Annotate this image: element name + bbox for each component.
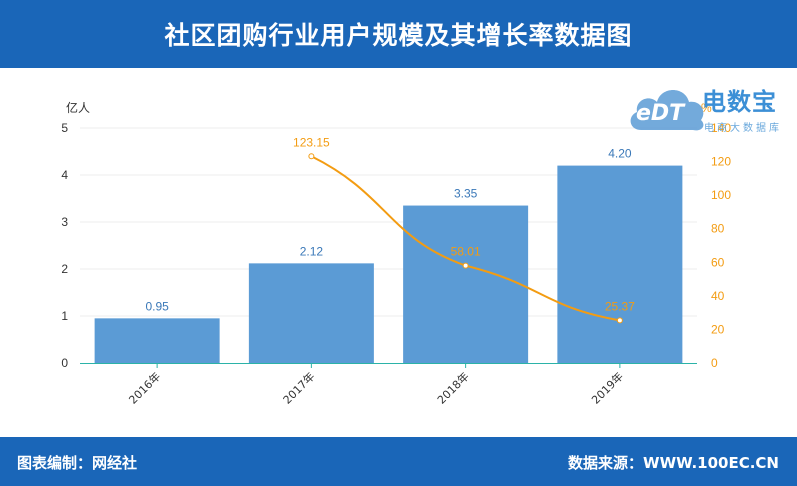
footer-source: 数据来源：WWW.100EC.CN [568,454,779,472]
footer-credit: 图表编制：网经社 [17,454,138,472]
line-point [308,153,315,160]
y-right-tick-label: 40 [711,289,725,303]
y-right-tick-label: 120 [711,155,731,169]
bar [403,205,529,363]
header-banner: 社区团购行业用户规模及其增长率数据图 [0,0,797,68]
footer-banner: 图表编制：网经社 数据来源：WWW.100EC.CN [0,437,797,486]
y-tick-label: 3 [61,215,68,229]
bar [248,263,374,363]
growth-line-series [308,153,623,324]
y-right-tick-label: 0 [711,356,718,370]
chart-title: 社区团购行业用户规模及其增长率数据图 [164,21,633,50]
x-tick-label: 2019年 [589,369,626,406]
y-tick-label: 4 [61,168,68,182]
y-right-axis-title: % [701,101,712,115]
x-tick-label: 2018年 [434,369,471,406]
y-tick-label: 2 [61,262,68,276]
y-right-tick-label: 80 [711,222,725,236]
bar [557,165,683,363]
bar-value-label: 3.35 [454,187,478,201]
line-point [462,262,469,269]
bar-value-label: 4.20 [608,147,632,161]
y-axis-title: 亿人 [66,100,90,115]
y-tick-label: 5 [61,121,68,135]
bar-value-label: 0.95 [145,299,169,313]
watermark-brand: 电数宝 [702,88,777,116]
bar-series [94,165,683,363]
line-value-label: 123.15 [293,135,330,149]
watermark-subtitle: 电商大数据库 [704,123,782,134]
line-point [616,317,623,324]
y-tick-label: 0 [61,356,68,370]
cloud-icon [630,90,704,131]
y-right-tick-label: 20 [711,322,725,336]
y-tick-label: 1 [61,309,68,323]
line-value-label: 25.37 [605,299,635,313]
y-right-tick-label: 100 [711,188,731,202]
chart: 0 1 2 3 4 5 0 20 40 60 80 100 120 140 亿人 % 2016年 2017年 201… [61,100,731,407]
line-value-label: 58.01 [451,245,481,259]
data-labels: 0.95 2.12 3.35 4.20 123.15 58.01 25.37 [145,135,635,313]
y-right-tick-label: 60 [711,255,725,269]
y-right-tick-label: 140 [711,121,731,135]
bar [94,318,220,363]
x-tick-label: 2017年 [280,369,317,406]
watermark-mark: eDT [636,101,685,126]
x-tick-label: 2016年 [126,369,163,406]
bar-value-label: 2.12 [300,244,324,258]
